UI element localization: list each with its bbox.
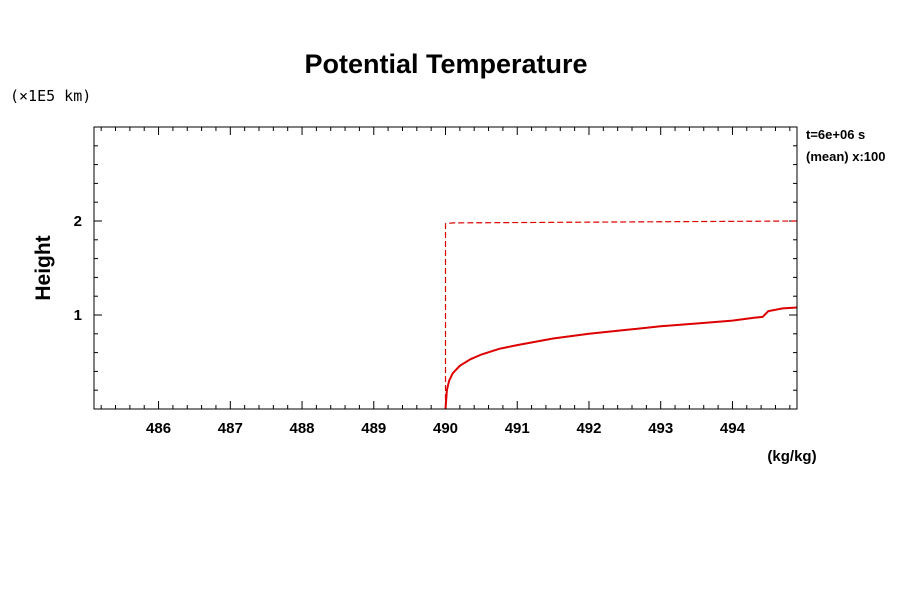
y-tick-label: 1 [74, 307, 82, 324]
x-tick-label: 486 [146, 420, 171, 437]
series-layer [444, 220, 797, 409]
y-axis-label: Height [32, 235, 55, 300]
x-tick-label: 487 [218, 420, 243, 437]
solid-series-line [444, 306, 797, 409]
plot-frame [93, 126, 798, 410]
y-axis-units: (×1E5 km) [10, 87, 91, 105]
tick-labels: 486 487 488 489 490 491 492 493 494 1 2 [74, 213, 746, 437]
x-tick-label: 492 [576, 420, 601, 437]
x-tick-label: 490 [433, 420, 458, 437]
time-annotation: t=6e+06 s [806, 127, 865, 142]
y-tick-label: 2 [74, 213, 82, 230]
x-tick-label: 494 [720, 420, 746, 437]
x-tick-label: 491 [505, 420, 530, 437]
x-tick-label: 489 [361, 420, 386, 437]
dashed-series-line [444, 220, 797, 409]
x-tick-label: 493 [648, 420, 673, 437]
x-tick-label: 488 [290, 420, 315, 437]
chart-title: Potential Temperature [304, 49, 587, 79]
mean-annotation: (mean) x:100 [806, 149, 885, 164]
x-axis-label: (kg/kg) [767, 448, 816, 465]
